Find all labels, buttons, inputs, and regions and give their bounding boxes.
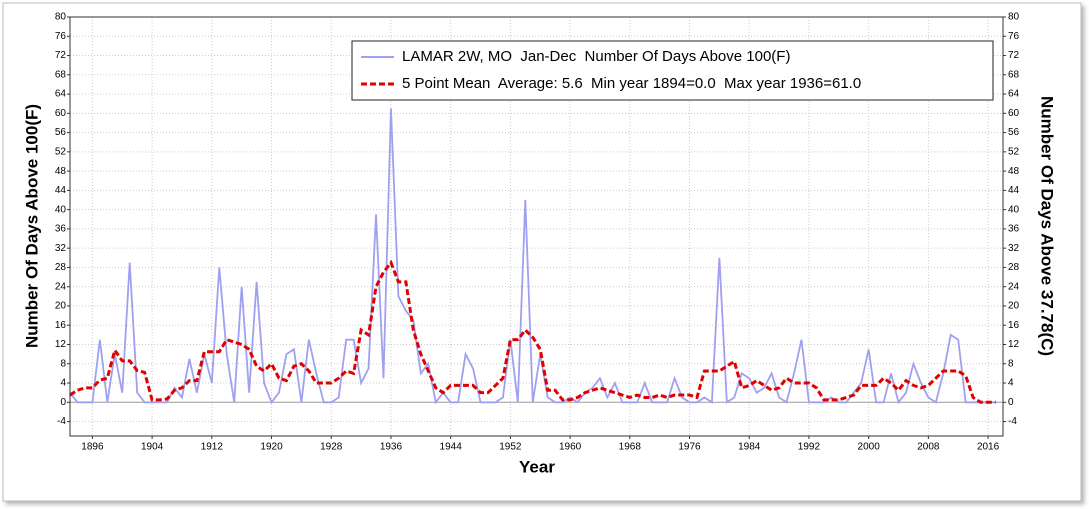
x-tick-label: 2000	[858, 442, 881, 453]
y-tick-label: 40	[55, 204, 67, 215]
y-tick-label: 64	[55, 89, 67, 100]
y2-tick-label: 8	[1008, 358, 1014, 369]
y2-tick-label: 60	[1008, 108, 1020, 119]
y-tick-label: 16	[55, 320, 67, 331]
y2-tick-label: 4	[1008, 378, 1014, 389]
y2-tick-label: 64	[1008, 89, 1020, 100]
y-tick-label: 48	[55, 166, 67, 177]
y2-tick-label: 80	[1008, 12, 1020, 23]
y-tick-label: -4	[57, 416, 66, 427]
y-tick-label: 0	[60, 397, 66, 408]
y-tick-label: 20	[55, 301, 67, 312]
series-line	[69, 108, 996, 405]
y-tick-label: 60	[55, 108, 67, 119]
y2-tick-label: 44	[1008, 185, 1020, 196]
x-tick-label: 1984	[738, 442, 761, 453]
y2-tick-label: 32	[1008, 243, 1020, 254]
y-tick-label: 36	[55, 224, 67, 235]
y-tick-label: 28	[55, 262, 67, 273]
y2-tick-label: 28	[1008, 262, 1020, 273]
x-tick-label: 1960	[559, 442, 582, 453]
plot-border	[69, 16, 1004, 437]
y-tick-label: 80	[55, 12, 67, 23]
legend-label: 5 Point Mean Average: 5.6 Min year 1894=…	[402, 75, 861, 92]
x-tick-label: 1912	[201, 442, 224, 453]
x-axis-title: Year	[519, 457, 555, 476]
y2-tick-label: 12	[1008, 339, 1020, 350]
y2-tick-label: 36	[1008, 224, 1020, 235]
x-tick-label: 1896	[81, 442, 104, 453]
x-tick-label: 1944	[440, 442, 463, 453]
x-tick-label: 1968	[619, 442, 642, 453]
y-tick-label: 44	[55, 185, 67, 196]
y2-tick-label: 56	[1008, 127, 1020, 138]
y2-tick-label: 76	[1008, 31, 1020, 42]
y2-tick-label: 20	[1008, 301, 1020, 312]
y2-tick-label: 48	[1008, 166, 1020, 177]
x-tick-label: 2008	[917, 442, 940, 453]
y-tick-label: 32	[55, 243, 67, 254]
x-tick-label: 1920	[260, 442, 283, 453]
legend-label: LAMAR 2W, MO Jan-Dec Number Of Days Abov…	[402, 48, 790, 65]
x-tick-label: 1976	[678, 442, 701, 453]
y-tick-label: 24	[55, 281, 67, 292]
y2-tick-label: 68	[1008, 69, 1020, 80]
x-tick-label: 1928	[320, 442, 343, 453]
x-tick-label: 1992	[798, 442, 821, 453]
y-tick-label: 8	[60, 358, 66, 369]
y-tick-label: 72	[55, 50, 67, 61]
y-tick-label: 4	[60, 378, 66, 389]
y-tick-label: 68	[55, 69, 67, 80]
y2-tick-label: -4	[1008, 416, 1017, 427]
y2-tick-label: 16	[1008, 320, 1020, 331]
y2-tick-label: 40	[1008, 204, 1020, 215]
y-tick-label: 12	[55, 339, 67, 350]
y2-axis-title: Number Of Days Above 37.78(C)	[1038, 96, 1057, 356]
x-tick-label: 1904	[141, 442, 164, 453]
y2-tick-label: 24	[1008, 281, 1020, 292]
x-tick-label: 1952	[499, 442, 522, 453]
x-tick-label: 2016	[977, 442, 1000, 453]
y2-tick-label: 0	[1008, 397, 1014, 408]
series-line	[69, 259, 996, 404]
y-tick-label: 56	[55, 127, 67, 138]
y2-tick-label: 72	[1008, 50, 1020, 61]
y-tick-label: 52	[55, 146, 67, 157]
y-tick-label: 76	[55, 31, 67, 42]
x-tick-label: 1936	[380, 442, 403, 453]
y2-tick-label: 52	[1008, 146, 1020, 157]
y-axis-title: Number Of Days Above 100(F)	[22, 104, 41, 348]
legend-box	[351, 40, 994, 101]
